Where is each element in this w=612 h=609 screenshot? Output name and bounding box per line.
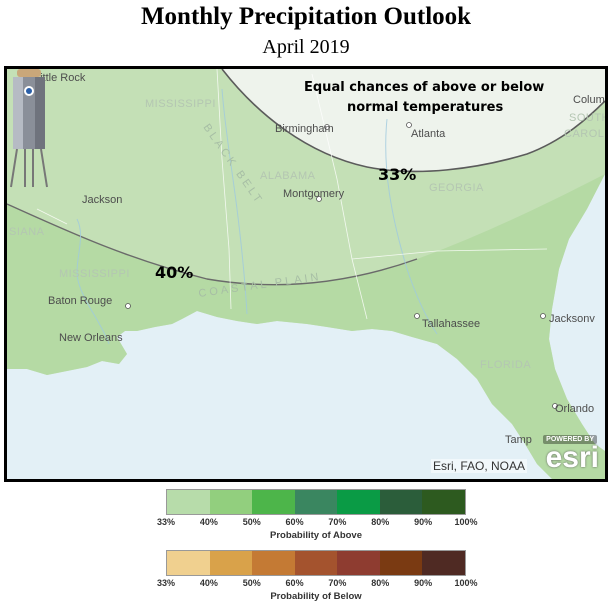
probability-label-40: 40% bbox=[155, 263, 193, 282]
legend_below-swatch-3 bbox=[294, 551, 338, 575]
city-label: Birmingham bbox=[275, 123, 334, 135]
legend_above-swatch-4 bbox=[337, 490, 380, 514]
legend_above-tick-label: 80% bbox=[371, 517, 390, 527]
legend_below-tick-label: 40% bbox=[199, 578, 218, 588]
legend-above-ticks: 33% 40% 50% 60% 70% 80% 90% 100% bbox=[157, 517, 478, 529]
legend_above-swatch-3 bbox=[294, 490, 338, 514]
legend_below-swatch-0 bbox=[167, 551, 210, 575]
legend_below-tick-label: 80% bbox=[371, 578, 390, 588]
legend_below-tick-label: 90% bbox=[414, 578, 433, 588]
zone-40 bbox=[7, 174, 605, 479]
river bbox=[385, 118, 438, 335]
legend-above-caption: Probability of Above bbox=[269, 530, 363, 541]
city-label: Jacksonv bbox=[549, 313, 595, 325]
legend-below-caption: Probability of Below bbox=[270, 591, 362, 602]
legend_above-tick-label: 60% bbox=[285, 517, 304, 527]
city-label: New Orleans bbox=[59, 332, 123, 344]
legend_below-swatch-6 bbox=[422, 551, 466, 575]
legend-below-ticks: 33% 40% 50% 60% 70% 80% 90% 100% bbox=[157, 578, 478, 590]
legend_below-tick-label: 33% bbox=[156, 578, 176, 588]
legend_below-swatch-4 bbox=[337, 551, 380, 575]
legend_above-swatch-6 bbox=[422, 490, 466, 514]
legend-above: 33% 40% 50% 60% 70% 80% 90% 100% Probability of… bbox=[157, 489, 478, 541]
legend_above-tick-label: 33% bbox=[156, 517, 176, 527]
legend_above-tick-label: 90% bbox=[414, 517, 433, 527]
esri-wordmark: esri bbox=[545, 441, 599, 474]
legend_above-swatch-1 bbox=[209, 490, 253, 514]
legend_above-swatch-2 bbox=[252, 490, 295, 514]
river bbox=[221, 88, 248, 315]
legend_above-tick-label: 50% bbox=[242, 517, 261, 527]
land-area bbox=[7, 69, 605, 479]
city-label: Tamp bbox=[505, 434, 532, 446]
equal-chances-note: Equal chances of above or below bbox=[304, 80, 544, 95]
map-attribution: Esri, FAO, NOAA bbox=[430, 459, 527, 473]
legend_above-swatch-5 bbox=[379, 490, 423, 514]
city-label: Montgomery bbox=[283, 188, 345, 200]
map-subtitle: April 2019 bbox=[262, 36, 350, 58]
state-label: MISSISSIPPI bbox=[59, 268, 130, 280]
legend-below-bar bbox=[166, 550, 466, 576]
esri-logo[interactable]: POWERED BY esri bbox=[533, 435, 599, 475]
esri-powered-by: POWERED BY bbox=[543, 435, 597, 444]
city-dot bbox=[406, 122, 412, 128]
legend-below: 33% 40% 50% 60% 70% 80% 90% 100% Probability of… bbox=[157, 550, 478, 602]
legend_below-tick-label: 100% bbox=[454, 578, 478, 588]
legend_above-swatch-0 bbox=[167, 490, 210, 514]
city-label: Jackson bbox=[82, 194, 122, 206]
state-label: MISSISSIPPI bbox=[145, 98, 216, 110]
map-title: Monthly Precipitation Outlook bbox=[140, 3, 472, 30]
legend_below-tick-label: 60% bbox=[285, 578, 304, 588]
city-label: Orlando bbox=[555, 403, 594, 415]
city-dot bbox=[552, 403, 558, 409]
city-label: Colum bbox=[573, 94, 605, 106]
city-label: Little Rock bbox=[34, 72, 86, 84]
legend_below-swatch-2 bbox=[252, 551, 295, 575]
city-label: Baton Rouge bbox=[48, 295, 112, 307]
legend_below-tick-label: 50% bbox=[242, 578, 261, 588]
legend_below-tick-label: 70% bbox=[328, 578, 347, 588]
state-label: SIANA bbox=[9, 226, 45, 238]
city-label: Atlanta bbox=[411, 128, 446, 140]
city-dot bbox=[125, 303, 131, 309]
state-border bbox=[36, 69, 548, 320]
legend_below-swatch-1 bbox=[209, 551, 253, 575]
city-label: Tallahassee bbox=[422, 318, 480, 330]
outlook-map[interactable]: Little Rock Birmingham Atlanta Colum Jac… bbox=[4, 66, 608, 482]
river bbox=[76, 218, 110, 345]
contour-40 bbox=[7, 203, 418, 286]
legend-above-bar bbox=[166, 489, 466, 515]
state-label: CAROL bbox=[564, 128, 604, 140]
city-dot bbox=[540, 313, 546, 319]
legend_above-tick-label: 40% bbox=[199, 517, 218, 527]
city-dot bbox=[316, 196, 322, 202]
state-label: GEORGIA bbox=[429, 182, 484, 194]
state-label: FLORIDA bbox=[480, 359, 531, 371]
basemap: Little Rock Birmingham Atlanta Colum Jac… bbox=[7, 69, 605, 479]
state-label: ALABAMA bbox=[260, 170, 316, 182]
rain-gauge-icon bbox=[10, 69, 48, 188]
legend_above-tick-label: 100% bbox=[454, 517, 478, 527]
contour-33 bbox=[221, 69, 605, 173]
city-dot bbox=[414, 313, 420, 319]
city-dot bbox=[324, 124, 330, 130]
state-label: SOUTH bbox=[569, 112, 605, 124]
equal-chances-note: normal temperatures bbox=[347, 100, 503, 115]
legend_below-swatch-5 bbox=[379, 551, 423, 575]
legend_above-tick-label: 70% bbox=[328, 517, 347, 527]
equal-chances-zone bbox=[222, 69, 605, 172]
probability-label-33: 33% bbox=[378, 165, 416, 184]
